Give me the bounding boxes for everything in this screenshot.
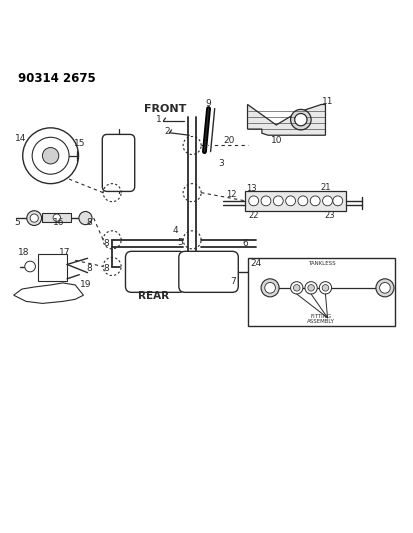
Circle shape [322, 285, 329, 291]
Text: 19: 19 [80, 280, 91, 289]
Text: TANKLESS: TANKLESS [308, 261, 335, 266]
Text: 3: 3 [218, 159, 224, 167]
Text: 15: 15 [74, 139, 85, 148]
Text: 10: 10 [271, 136, 282, 144]
Circle shape [32, 138, 69, 174]
Circle shape [79, 212, 92, 224]
Text: 7: 7 [230, 277, 236, 286]
Circle shape [249, 196, 259, 206]
Text: 20: 20 [223, 136, 235, 144]
Circle shape [265, 282, 275, 293]
Text: 13: 13 [246, 184, 257, 193]
Circle shape [291, 281, 303, 294]
Circle shape [305, 281, 317, 294]
Circle shape [308, 285, 314, 291]
Circle shape [310, 196, 320, 206]
Text: 9: 9 [206, 99, 211, 108]
Circle shape [376, 279, 394, 297]
Circle shape [380, 282, 390, 293]
Circle shape [273, 196, 283, 206]
Text: 5: 5 [14, 218, 20, 227]
Bar [247, 259, 395, 326]
Text: 8: 8 [87, 264, 93, 273]
Circle shape [333, 196, 343, 206]
Text: 8: 8 [87, 218, 93, 227]
Circle shape [25, 261, 36, 272]
Circle shape [43, 148, 59, 164]
Text: 18: 18 [18, 248, 30, 257]
Circle shape [261, 279, 279, 297]
Text: 22: 22 [249, 211, 259, 220]
Circle shape [53, 214, 60, 221]
Circle shape [23, 128, 78, 184]
Text: REAR: REAR [138, 291, 169, 301]
Polygon shape [247, 104, 325, 135]
Circle shape [30, 214, 38, 222]
Text: 1: 1 [157, 115, 162, 124]
Text: 5: 5 [177, 238, 183, 247]
Circle shape [319, 281, 332, 294]
Circle shape [298, 196, 308, 206]
Bar [38, 254, 67, 281]
Circle shape [261, 196, 271, 206]
Circle shape [27, 211, 42, 225]
Text: 8: 8 [103, 239, 109, 248]
Text: 2: 2 [165, 127, 170, 135]
FancyBboxPatch shape [179, 252, 238, 292]
Circle shape [286, 196, 296, 206]
Text: 6: 6 [242, 239, 248, 248]
Circle shape [323, 196, 332, 206]
Text: 14: 14 [15, 134, 27, 143]
Circle shape [294, 285, 300, 291]
Text: 24: 24 [250, 259, 261, 268]
Text: 16: 16 [53, 218, 64, 227]
Text: 23: 23 [324, 211, 335, 220]
FancyBboxPatch shape [245, 191, 346, 211]
Text: 11: 11 [322, 97, 333, 106]
Text: FRONT: FRONT [144, 103, 187, 114]
FancyBboxPatch shape [126, 252, 185, 292]
Bar [43, 213, 71, 222]
FancyBboxPatch shape [102, 134, 135, 191]
Circle shape [295, 114, 307, 126]
Text: 90314 2675: 90314 2675 [18, 71, 95, 85]
Text: 12: 12 [226, 190, 236, 199]
Text: 17: 17 [59, 248, 71, 257]
Text: 8: 8 [103, 264, 109, 273]
Text: 4: 4 [173, 227, 178, 235]
Circle shape [291, 109, 311, 130]
Text: FITTING
ASSEMBLY: FITTING ASSEMBLY [307, 313, 335, 325]
Polygon shape [14, 283, 83, 303]
Text: 21: 21 [320, 183, 331, 192]
